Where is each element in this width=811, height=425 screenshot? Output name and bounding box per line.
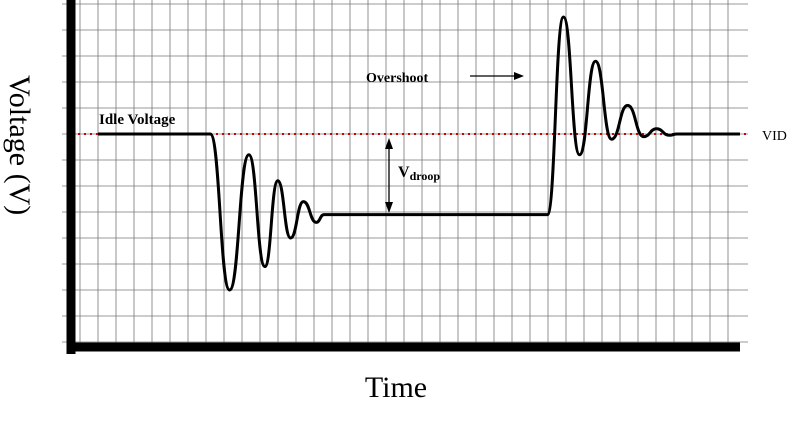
vdroop-subscript: droop [410,169,441,183]
x-axis-title: Time [365,371,427,404]
y-axis-title: Voltage (V) [3,75,36,215]
vdroop-label: Vdroop [398,164,440,183]
overshoot-label: Overshoot [366,71,429,86]
vid-label: VID [762,129,787,144]
voltage-trace [98,15,740,292]
overshoot-arrow [470,72,524,80]
vdroop-arrow [385,138,393,213]
vdroop-main: V [398,164,410,181]
idle-voltage-label: Idle Voltage [99,112,176,128]
chart-grid [62,0,748,345]
